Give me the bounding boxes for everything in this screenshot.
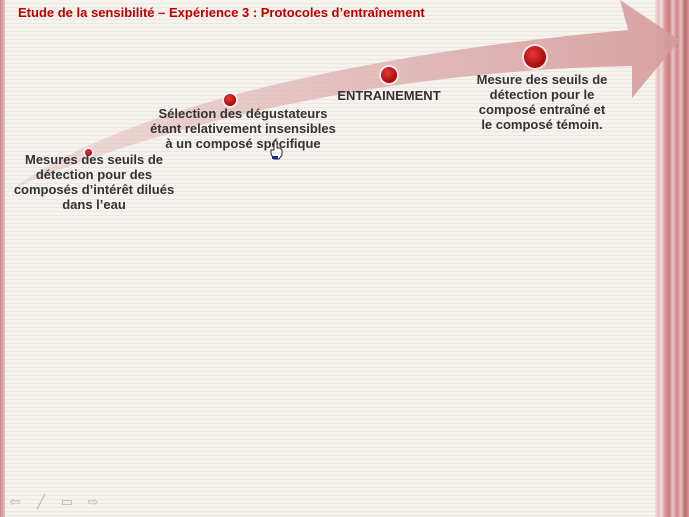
step-4-line: composé entraîné et <box>478 102 606 117</box>
step-3-line: ENTRAINEMENT <box>337 88 441 103</box>
step-4-line: Mesure des seuils de <box>476 72 608 87</box>
step-2-dot <box>224 94 236 106</box>
slide-right-border <box>655 0 689 517</box>
step-4-label: Mesure des seuils de détection pour le c… <box>462 72 622 132</box>
step-4-dot <box>524 46 546 68</box>
step-1-label: Mesures des seuils de détection pour des… <box>5 152 183 212</box>
pen-icon[interactable]: ╱ <box>37 494 45 509</box>
step-1-dot <box>85 149 92 156</box>
step-1-line: Mesures des seuils de <box>24 152 163 167</box>
step-4-line: détection pour le <box>489 87 595 102</box>
slide-title: Etude de la sensibilité – Expérience 3 :… <box>18 5 425 20</box>
step-2-label: Sélection des dégustateurs étant relativ… <box>138 106 348 151</box>
slide-navigation: ⇦ ╱ ▭ ⇨ <box>6 494 102 510</box>
slide-left-border <box>0 0 5 517</box>
step-2-line: à un composé spécifique <box>165 136 321 151</box>
hand-cursor-icon <box>270 140 283 160</box>
arrow-right-icon[interactable]: ⇨ <box>87 494 99 509</box>
step-1-line: détection pour des <box>35 167 153 182</box>
menu-icon[interactable]: ▭ <box>60 494 74 509</box>
step-3-dot <box>381 67 397 83</box>
step-4-line: le composé témoin. <box>481 117 603 132</box>
step-2-line: étant relativement insensibles <box>150 121 336 136</box>
step-1-line: composés d’intérêt dilués <box>13 182 175 197</box>
step-1-line: dans l’eau <box>62 197 126 212</box>
timeline-arrow-shape <box>14 0 680 188</box>
arrow-left-icon[interactable]: ⇦ <box>9 494 21 509</box>
step-3-label: ENTRAINEMENT <box>328 88 450 103</box>
step-2-line: Sélection des dégustateurs <box>158 106 328 121</box>
